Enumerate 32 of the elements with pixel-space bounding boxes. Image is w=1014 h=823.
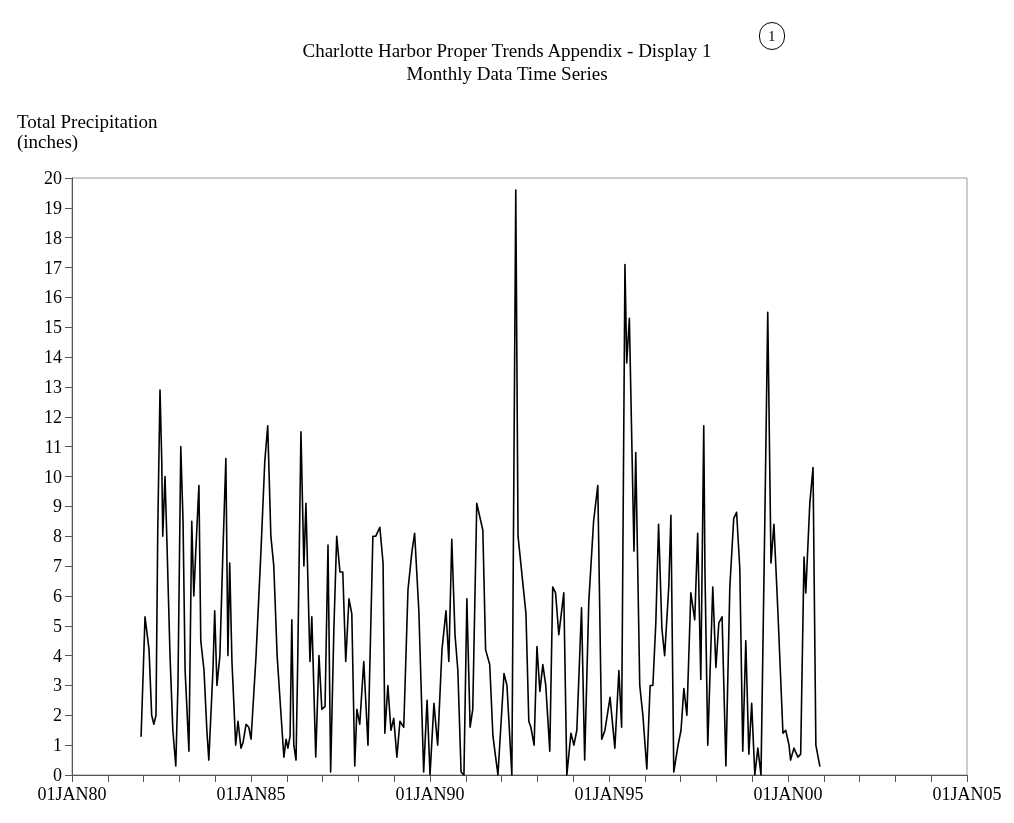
y-tick-label: 19 <box>44 197 62 218</box>
y-axis-title: Total Precipitation (inches) <box>17 110 159 153</box>
y-tick-label: 7 <box>53 556 62 577</box>
x-tick-label: 01JAN80 <box>37 784 107 804</box>
y-tick-label: 13 <box>44 376 62 397</box>
x-tick-label: 01JAN00 <box>753 784 823 804</box>
x-tick-label: 01JAN95 <box>574 784 644 804</box>
y-tick-label: 4 <box>53 645 62 666</box>
chart-subtitle: Monthly Data Time Series <box>406 63 608 84</box>
y-tick-label: 15 <box>44 317 62 338</box>
y-tick-label: 5 <box>53 615 62 636</box>
y-tick-label: 9 <box>53 496 62 517</box>
y-tick-label: 0 <box>53 765 62 785</box>
y-tick-label: 16 <box>44 287 62 308</box>
y-tick-label: 14 <box>44 347 62 368</box>
y-tick-label: 8 <box>53 526 62 547</box>
y-tick-label: 2 <box>53 705 62 726</box>
y-tick-label: 1 <box>53 735 62 756</box>
y-tick-label: 11 <box>44 436 62 457</box>
x-tick-label: 01JAN85 <box>216 784 286 804</box>
y-tick-label: 6 <box>53 585 62 606</box>
chart-title: Charlotte Harbor Proper Trends Appendix - Display 1 <box>302 40 712 61</box>
y-tick-label: 12 <box>44 406 62 427</box>
text: 1 <box>768 28 776 44</box>
y-tick-label: 3 <box>53 675 62 696</box>
y-tick-label: 18 <box>44 227 62 248</box>
line-series <box>140 189 821 776</box>
y-tick-label: 20 <box>44 168 62 188</box>
y-tick-label: 17 <box>44 257 62 278</box>
x-tick-label: 01JAN90 <box>395 784 465 804</box>
y-tick-label: 10 <box>44 466 62 487</box>
x-tick-label: 01JAN05 <box>932 784 1002 804</box>
